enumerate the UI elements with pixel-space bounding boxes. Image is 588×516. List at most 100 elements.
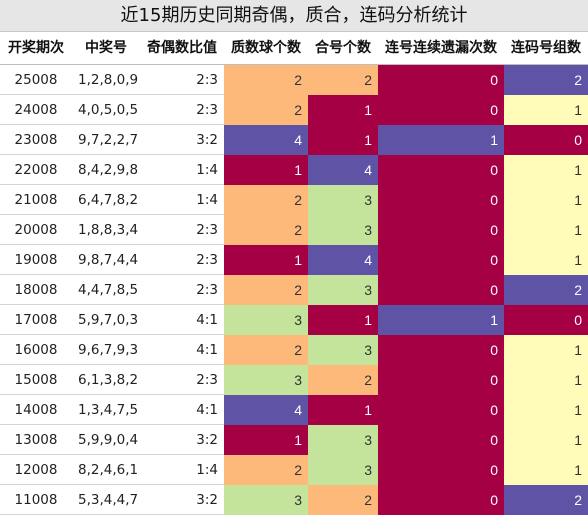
value-cell: 3 (308, 425, 378, 455)
period-cell: 20008 (14, 222, 58, 238)
period-cell: 24008 (14, 102, 58, 118)
numbers-cell: 9,7,2,2,7 (78, 132, 139, 148)
period-cell: 15008 (14, 372, 58, 388)
value-cell: 2 (224, 335, 308, 365)
period-cell: 18008 (14, 282, 58, 298)
value-cell: 0 (378, 155, 504, 185)
period-cell: 11008 (14, 492, 58, 508)
value-cell: 0 (378, 335, 504, 365)
period-cell: 19008 (14, 252, 58, 268)
row-divider (0, 364, 224, 365)
numbers-cell: 1,2,8,0,9 (78, 72, 139, 88)
numbers-cell: 4,0,5,0,5 (78, 102, 139, 118)
row-divider (0, 334, 224, 335)
ratio-cell: 4:1 (196, 402, 218, 418)
value-cell: 1 (504, 335, 588, 365)
value-cell: 1 (504, 455, 588, 485)
value-cell: 0 (378, 425, 504, 455)
value-cell: 0 (378, 95, 504, 125)
ratio-cell: 3:2 (196, 492, 218, 508)
value-cell: 2 (308, 485, 378, 515)
value-cell: 4 (224, 125, 308, 155)
ratio-cell: 2:3 (196, 252, 218, 268)
value-cell: 2 (504, 65, 588, 95)
row-divider (0, 304, 224, 305)
value-cell: 1 (504, 215, 588, 245)
value-cell: 1 (308, 395, 378, 425)
numbers-cell: 1,8,8,3,4 (78, 222, 139, 238)
numbers-cell: 5,9,7,0,3 (78, 312, 139, 328)
numbers-cell: 6,4,7,8,2 (78, 192, 139, 208)
value-cell: 0 (378, 275, 504, 305)
row-divider (0, 94, 224, 95)
row-divider (0, 484, 224, 485)
period-cell: 13008 (14, 432, 58, 448)
row-divider (0, 514, 224, 515)
numbers-cell: 4,4,7,8,5 (78, 282, 139, 298)
value-cell: 0 (378, 395, 504, 425)
numbers-cell: 9,6,7,9,3 (78, 342, 139, 358)
column-header: 连码号组数 (511, 40, 581, 56)
value-cell: 0 (504, 125, 588, 155)
value-cell: 2 (224, 455, 308, 485)
value-cell: 1 (224, 245, 308, 275)
value-cell: 1 (308, 95, 378, 125)
row-divider (0, 154, 224, 155)
value-cell: 0 (378, 365, 504, 395)
value-cell: 0 (504, 305, 588, 335)
value-cell: 1 (504, 185, 588, 215)
value-cell: 2 (308, 65, 378, 95)
ratio-cell: 1:4 (196, 162, 218, 178)
value-cell: 3 (308, 455, 378, 485)
value-cell: 2 (308, 365, 378, 395)
row-divider (0, 454, 224, 455)
numbers-cell: 8,4,2,9,8 (78, 162, 139, 178)
ratio-cell: 1:4 (196, 462, 218, 478)
period-cell: 12008 (14, 462, 58, 478)
value-cell: 2 (224, 185, 308, 215)
row-divider (0, 184, 224, 185)
value-cell: 1 (224, 155, 308, 185)
ratio-cell: 4:1 (196, 312, 218, 328)
value-cell: 0 (378, 215, 504, 245)
value-cell: 2 (224, 215, 308, 245)
ratio-cell: 3:2 (196, 432, 218, 448)
value-cell: 3 (224, 305, 308, 335)
numbers-cell: 1,3,4,7,5 (78, 402, 139, 418)
value-cell: 2 (504, 485, 588, 515)
row-divider (0, 124, 224, 125)
value-cell: 1 (308, 125, 378, 155)
ratio-cell: 4:1 (196, 342, 218, 358)
column-header: 中奖号 (85, 40, 127, 56)
row-divider (0, 424, 224, 425)
value-cell: 1 (504, 245, 588, 275)
column-header: 质数球个数 (231, 40, 301, 56)
period-cell: 21008 (14, 192, 58, 208)
value-cell: 2 (224, 95, 308, 125)
table-title: 近15期历史同期奇偶，质合，连码分析统计 (0, 0, 588, 32)
column-header: 合号个数 (315, 40, 371, 56)
value-cell: 2 (224, 275, 308, 305)
column-header: 开奖期次 (8, 40, 64, 56)
row-divider (0, 214, 224, 215)
value-cell: 3 (308, 185, 378, 215)
value-cell: 1 (504, 155, 588, 185)
period-cell: 25008 (14, 72, 58, 88)
numbers-cell: 6,1,3,8,2 (78, 372, 139, 388)
ratio-cell: 2:3 (196, 72, 218, 88)
value-cell: 3 (308, 215, 378, 245)
ratio-cell: 2:3 (196, 282, 218, 298)
value-cell: 4 (308, 245, 378, 275)
period-cell: 23008 (14, 132, 58, 148)
ratio-cell: 2:3 (196, 222, 218, 238)
value-cell: 2 (504, 275, 588, 305)
value-cell: 1 (504, 425, 588, 455)
value-cell: 1 (378, 305, 504, 335)
ratio-cell: 1:4 (196, 192, 218, 208)
value-cell: 1 (378, 125, 504, 155)
ratio-cell: 2:3 (196, 372, 218, 388)
value-cell: 2 (224, 65, 308, 95)
value-cell: 1 (224, 425, 308, 455)
value-cell: 0 (378, 485, 504, 515)
